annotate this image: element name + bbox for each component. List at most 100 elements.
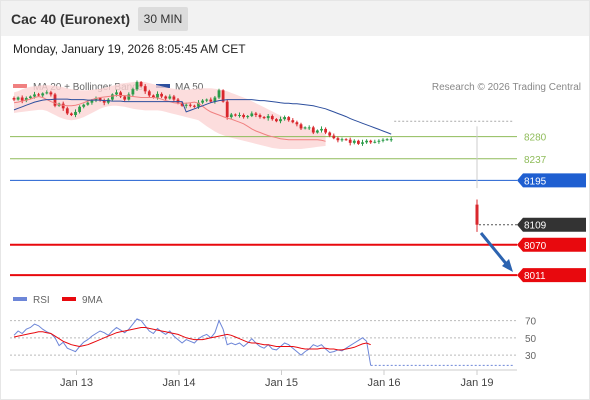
candle-body — [49, 92, 53, 95]
candle-body — [324, 128, 327, 133]
candle-body — [143, 86, 147, 92]
candle-body — [24, 98, 28, 101]
rsi-ma-line — [13, 327, 371, 351]
candle-body — [123, 96, 127, 100]
candle-body — [147, 91, 151, 96]
ma50-legend-label: MA 50 — [175, 82, 204, 93]
level-label-8280: 8280 — [524, 133, 547, 144]
level-label-8237: 8237 — [524, 155, 547, 166]
gap-candle-body — [475, 204, 479, 225]
rsi-ma-legend-swatch — [62, 297, 76, 301]
candle-body — [242, 115, 245, 118]
x-tick-label-4: Jan 19 — [460, 377, 493, 389]
rsi-level-label-50: 50 — [525, 334, 537, 345]
forecast-arrow-head — [502, 259, 513, 272]
candle-body — [61, 103, 65, 109]
candle-body — [238, 115, 241, 117]
candle-body — [74, 111, 77, 116]
ma50-legend-swatch — [156, 84, 170, 88]
candle-body — [357, 140, 360, 144]
rsi-level-label-70: 70 — [525, 317, 537, 328]
candle-body — [336, 138, 340, 141]
candle-body — [369, 140, 373, 143]
candle-body — [328, 132, 332, 136]
candle-body — [246, 116, 250, 118]
candle-body — [37, 94, 40, 96]
candle-body — [291, 120, 295, 123]
candle-body — [217, 90, 221, 98]
ma20-legend-label: MA 20 + Bollinger Bands — [33, 82, 143, 93]
candle-body — [45, 92, 49, 94]
last-price-tag — [517, 217, 586, 232]
candle-body — [29, 96, 32, 99]
candle-body — [258, 115, 262, 118]
level-tag-8070 — [517, 237, 586, 252]
last-price-label: 8109 — [524, 221, 547, 232]
candle-body — [139, 82, 143, 87]
candle-body — [205, 99, 209, 101]
candle-body — [209, 99, 213, 102]
candle-body — [365, 140, 368, 143]
candle-body — [197, 102, 200, 107]
candle-body — [266, 116, 270, 119]
rsi-legend-swatch — [13, 297, 27, 301]
candle-body — [307, 127, 311, 129]
candle-body — [389, 139, 393, 141]
interval-button[interactable]: 30 MIN — [138, 7, 188, 31]
candle-body — [119, 92, 122, 97]
candle-body — [311, 127, 315, 133]
candle-body — [299, 124, 303, 129]
candle-body — [295, 122, 299, 125]
candle-body — [98, 98, 102, 101]
candle-body — [106, 99, 110, 103]
candle-body — [361, 142, 364, 144]
candle-body — [229, 114, 233, 118]
candle-body — [102, 100, 106, 103]
ma50-line — [13, 98, 392, 135]
candle-body — [213, 97, 217, 102]
candle-body — [287, 117, 291, 121]
candle-body — [352, 140, 356, 143]
candle-body — [164, 96, 168, 99]
candle-body — [86, 102, 90, 105]
candle-body — [250, 113, 254, 117]
rsi-line — [13, 318, 372, 366]
candle-body — [234, 114, 237, 116]
candle-body — [270, 116, 274, 120]
candle-body — [127, 94, 131, 100]
candle-body — [160, 93, 163, 97]
copyright-label: Research © 2026 Trading Central — [432, 82, 581, 93]
candle-body — [377, 140, 381, 142]
forecast-arrow-shaft — [479, 232, 510, 267]
candle-body — [275, 119, 278, 122]
candle-body — [254, 113, 258, 116]
candle-body — [94, 98, 98, 101]
candle-body — [201, 100, 204, 103]
level-label-8070: 8070 — [524, 241, 547, 252]
candle-body — [33, 94, 36, 97]
candle-body — [180, 102, 184, 106]
candle-body — [135, 82, 139, 90]
candle-body — [111, 94, 114, 100]
candle-body — [340, 139, 344, 141]
candle-body — [65, 108, 69, 114]
candle-body — [348, 139, 352, 143]
bollinger-band — [14, 81, 326, 149]
candle-body — [16, 97, 20, 100]
x-tick-label-1: Jan 14 — [162, 377, 195, 389]
candle-body — [41, 93, 45, 96]
candle-body — [131, 89, 135, 95]
candle-body — [373, 141, 377, 143]
candle-body — [115, 92, 118, 95]
candle-body — [90, 100, 94, 103]
candle-body — [303, 127, 307, 129]
candle-body — [193, 105, 196, 107]
level-label-8011: 8011 — [524, 271, 546, 282]
ma20-legend-swatch — [13, 84, 27, 88]
candle-body — [344, 139, 348, 141]
level-label-8195: 8195 — [524, 176, 547, 187]
candle-body — [385, 139, 389, 141]
candle-body — [320, 128, 323, 131]
x-tick-label-2: Jan 15 — [265, 377, 298, 389]
candle-body — [184, 104, 188, 106]
